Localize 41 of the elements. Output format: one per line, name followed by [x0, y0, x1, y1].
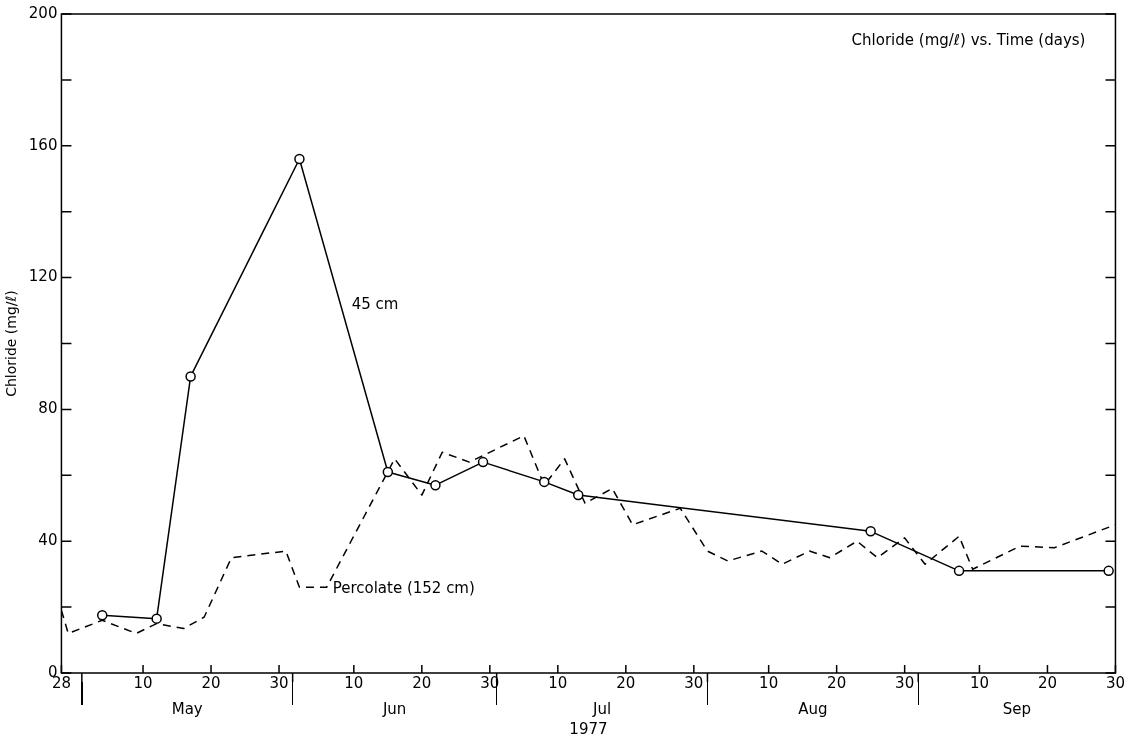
point — [382, 466, 394, 478]
x-tick-label: 10 — [759, 673, 779, 692]
text: Jun — [381, 700, 407, 719]
y-tick-label: 40 — [38, 531, 58, 550]
x-tick-label: 20 — [1037, 673, 1057, 692]
point — [151, 613, 162, 624]
point — [294, 153, 305, 165]
x-axis-title: 1977 — [569, 719, 608, 738]
x-tick-label: 30 — [1105, 673, 1125, 692]
x-tick-label: 30 — [895, 673, 915, 692]
x-tick-label: 10 — [969, 673, 989, 692]
x-tick-label: 20 — [412, 673, 432, 692]
y-tick-label: 200 — [28, 3, 58, 22]
y-tick-label: 120 — [28, 267, 58, 286]
y-axis-title: Chloride (mg/ℓ) — [3, 290, 20, 397]
point — [572, 489, 584, 501]
point — [477, 456, 489, 468]
y-tick-label: 80 — [38, 399, 58, 418]
y-tick-label: 160 — [28, 135, 58, 154]
text: Aug — [798, 700, 828, 719]
series-label: 45 cm — [351, 295, 399, 314]
x-tick-label: 20 — [616, 673, 636, 692]
x-tick-label: 10 — [133, 673, 153, 692]
text: Jul — [591, 700, 612, 719]
series-label: Percolate (152 cm) — [332, 579, 475, 598]
point — [430, 479, 441, 491]
text: May — [171, 700, 203, 719]
point — [96, 610, 108, 621]
annotation: Chloride (mg/ℓ) vs. Time (days) — [851, 31, 1086, 50]
x-tick-label: 10 — [344, 673, 364, 692]
x-tick-label: 20 — [201, 673, 221, 692]
point — [1103, 565, 1114, 577]
x-tick-label: 30 — [684, 673, 704, 692]
text: Sep — [1002, 700, 1031, 719]
x-tick-label: 20 — [827, 673, 847, 692]
point — [538, 476, 550, 488]
x-tick-label: 30 — [269, 673, 289, 692]
point — [953, 565, 965, 577]
x-tick-label: 10 — [548, 673, 568, 692]
point — [865, 526, 876, 537]
point — [185, 371, 196, 382]
